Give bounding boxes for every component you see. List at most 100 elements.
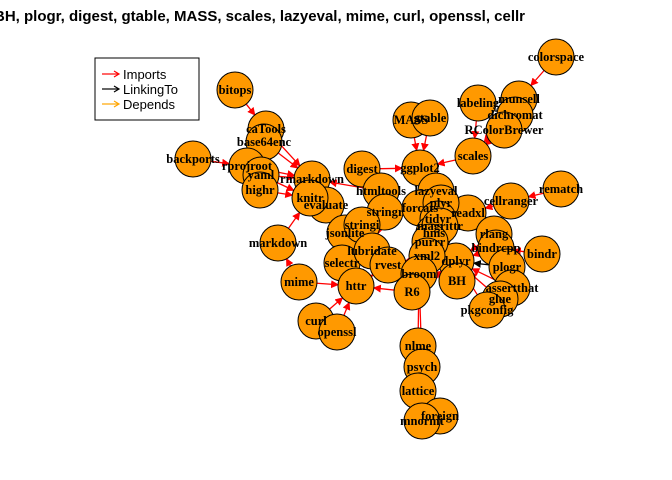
node-circle-scales — [454, 137, 492, 175]
edge-bindrcpp-to-dplyr — [472, 249, 482, 258]
node-label-lattice: lattice — [402, 384, 435, 398]
edge-backports-to-rprojroot — [210, 158, 231, 167]
node-label-mime: mime — [284, 275, 314, 289]
node-label-scales: scales — [458, 149, 489, 163]
node-openssl — [318, 313, 356, 351]
node-label-dplyr: dplyr — [441, 254, 471, 268]
node-label-foreign: foreign — [421, 409, 459, 423]
node-label-evaluate: evaluate — [304, 198, 349, 212]
edge-yaml-to-knitr — [277, 182, 295, 191]
node-label-bindr: bindr — [527, 247, 557, 261]
node-label-MASS: MASS — [394, 113, 429, 127]
node-circle-BH — [438, 262, 476, 300]
node-cellranger — [492, 182, 530, 220]
node-R6 — [393, 273, 431, 311]
node-label-rprojroot: rprojroot — [222, 159, 273, 173]
graph-title: BH, plogr, digest, gtable, MASS, scales,… — [0, 8, 525, 25]
edge-highr-to-knitr — [277, 190, 294, 199]
node-markdown — [259, 224, 297, 262]
node-label-RColorBrewer: RColorBrewer — [465, 123, 544, 137]
node-label-stringi: stringi — [345, 218, 380, 232]
node-label-plogr: plogr — [493, 260, 522, 274]
node-label-purrr: purrr — [415, 235, 446, 249]
node-label-hms: hms — [423, 226, 445, 240]
node-mnormt — [403, 402, 441, 440]
edge-mime-to-markdown — [285, 257, 294, 267]
node-label-caTools: caTools — [246, 122, 286, 136]
edge-markdown-to-knitr — [287, 211, 301, 229]
node-label-highr: highr — [245, 183, 275, 197]
node-label-forcats: forcats — [402, 201, 439, 215]
node-label-rvest: rvest — [375, 258, 402, 272]
node-labeling — [459, 84, 497, 122]
node-label-stringr: stringr — [367, 205, 404, 219]
node-label-curl: curl — [305, 314, 327, 328]
node-label-colorspace: colorspace — [528, 50, 585, 64]
edge-cellranger-to-readxl — [484, 202, 494, 211]
node-circle-R6 — [393, 273, 431, 311]
node-circle-bindr — [523, 235, 561, 273]
node-label-munsell: munsell — [498, 92, 540, 106]
edge-rematch-to-cellranger — [527, 191, 544, 200]
node-circle-labeling — [459, 84, 497, 122]
node-label-jsonlite: jsonlite — [325, 226, 365, 240]
edge-scales-to-ggplot2 — [436, 158, 456, 167]
edge-plogr-to-dplyr — [472, 259, 490, 268]
node-label-magrittr: magrittr — [417, 219, 463, 233]
node-BH — [438, 262, 476, 300]
node-label-nlme: nlme — [405, 339, 432, 353]
node-label-knitr: knitr — [296, 191, 324, 205]
edge-R6-to-httr — [372, 284, 395, 293]
edge-mime-to-httr — [316, 280, 340, 289]
node-label-markdown: markdown — [249, 236, 307, 250]
legend: Imports LinkingTo Depends — [94, 57, 200, 121]
edge-assertthat-to-dplyr — [471, 268, 497, 281]
node-label-tidyr: tidyr — [425, 212, 452, 226]
edge-openssl-to-httr — [342, 301, 351, 316]
node-scales — [454, 137, 492, 175]
node-circle-gtable — [411, 99, 449, 137]
node-label-cellranger: cellranger — [484, 194, 539, 208]
node-circle-bitops — [216, 71, 254, 109]
node-httr — [337, 267, 375, 305]
edge-bitops-to-caTools — [245, 103, 256, 116]
node-label-rlang: rlang — [480, 227, 509, 241]
legend-depends-label: Depends — [123, 97, 176, 112]
node-knitr — [291, 179, 329, 217]
node-rematch — [542, 170, 580, 208]
node-label-broom: broom — [401, 267, 437, 281]
legend-item-depends: Depends — [102, 97, 176, 112]
node-circle-httr — [337, 267, 375, 305]
node-circle-colorspace — [537, 38, 575, 76]
node-label-ggplot2: ggplot2 — [400, 161, 440, 175]
node-label-base64enc: base64enc — [237, 135, 292, 149]
node-label-mnormt: mnormt — [400, 414, 445, 428]
node-label-bindrcpp: bindrcpp — [471, 241, 520, 255]
node-circle-cellranger — [492, 182, 530, 220]
node-label-httr: httr — [346, 279, 367, 293]
node-bindr — [523, 235, 561, 273]
node-circle-openssl — [318, 313, 356, 351]
edge-curl-to-httr — [329, 297, 344, 310]
node-circle-mnormt — [403, 402, 441, 440]
legend-linkingto-label: LinkingTo — [123, 82, 178, 97]
node-mime — [280, 263, 318, 301]
node-label-backports: backports — [166, 152, 220, 166]
edge-yaml-to-rmarkdown — [278, 173, 296, 182]
node-label-selectr: selectr — [325, 256, 360, 270]
node-label-rmarkdown: rmarkdown — [280, 172, 344, 186]
node-label-yaml: yaml — [248, 168, 275, 182]
node-label-labeling: labeling — [457, 96, 500, 110]
node-backports — [174, 140, 212, 178]
node-label-assertthat: assertthat — [486, 281, 540, 295]
node-circle-markdown — [259, 224, 297, 262]
edge-labeling-to-scales — [471, 120, 480, 140]
node-circle-backports — [174, 140, 212, 178]
node-circle-pkgconfig — [468, 291, 506, 329]
edge-RColorBrewer-to-scales — [486, 136, 495, 146]
node-label-readxl: readxl — [451, 206, 485, 220]
edge-MASS-to-ggplot2 — [411, 137, 420, 152]
legend-imports-label: Imports — [123, 67, 167, 82]
